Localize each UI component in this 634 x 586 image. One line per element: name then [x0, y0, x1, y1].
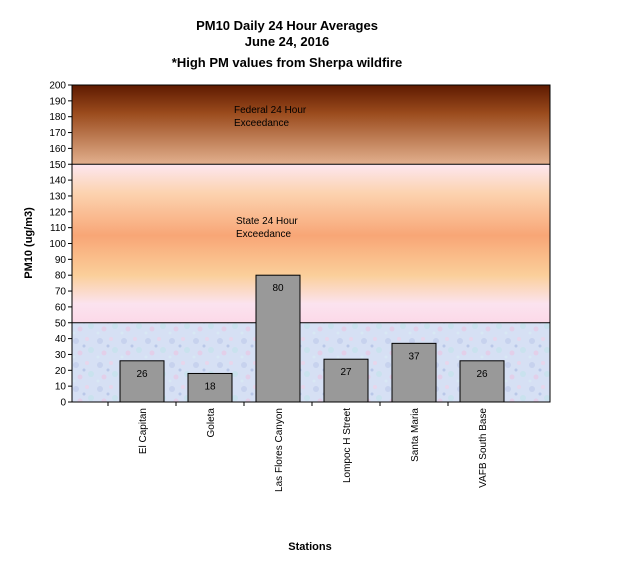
y-tick-label: 90 [55, 255, 67, 266]
y-tick-label: 70 [55, 287, 67, 298]
y-tick-label: 170 [49, 128, 66, 139]
bar [323, 358, 369, 403]
zone-band-state [72, 164, 550, 323]
y-tick-label: 150 [49, 160, 66, 171]
y-tick-label: 20 [55, 366, 67, 377]
y-tick-label: 140 [49, 176, 66, 187]
x-tick-label: Goleta [206, 408, 217, 438]
y-tick-label: 30 [55, 350, 67, 361]
x-tick-label: Las Flores Canyon [274, 408, 285, 492]
data-label: 26 [136, 369, 148, 380]
data-label: 18 [204, 381, 216, 392]
bar [391, 342, 437, 403]
zone-label-federal: Federal 24 Hour Exceedance [234, 105, 307, 129]
bar [255, 274, 301, 403]
zone-band-federal [72, 85, 550, 165]
y-tick-label: 130 [49, 191, 66, 202]
bar [119, 360, 165, 403]
chart-title: PM10 Daily 24 Hour Averages [196, 18, 378, 33]
x-tick-label: El Capitan [138, 408, 149, 454]
x-tick-label: Santa Maria [410, 408, 421, 462]
y-tick-label: 200 [49, 81, 66, 92]
y-tick-label: 190 [49, 96, 66, 107]
y-tick-label: 120 [49, 207, 66, 218]
x-axis-label: Stations [288, 541, 331, 553]
x-tick-label: Lompoc H Street [342, 408, 353, 483]
y-axis-label: PM10 (ug/m3) [23, 207, 35, 279]
zone-label-state: State 24 Hour Exceedance [236, 216, 298, 240]
data-label: 80 [272, 283, 284, 294]
data-label: 27 [340, 367, 352, 378]
y-tick-label: 100 [49, 239, 66, 250]
chart-subtitle: June 24, 2016 [244, 34, 330, 49]
bar [187, 372, 233, 403]
y-tick-label: 10 [55, 382, 67, 393]
data-label: 37 [408, 351, 420, 362]
y-tick-label: 40 [55, 334, 67, 345]
bar [459, 360, 505, 403]
chart-note: *High PM values from Sherpa wildfire [171, 55, 403, 70]
y-tick-label: 180 [49, 112, 66, 123]
y-tick-label: 60 [55, 302, 67, 313]
data-label: 26 [476, 369, 488, 380]
y-tick-label: 0 [60, 398, 66, 409]
y-tick-label: 50 [55, 318, 67, 329]
y-tick-label: 160 [49, 144, 66, 155]
y-tick-label: 110 [50, 223, 66, 234]
y-tick-label: 80 [55, 271, 67, 282]
x-tick-label: VAFB South Base [478, 408, 489, 488]
